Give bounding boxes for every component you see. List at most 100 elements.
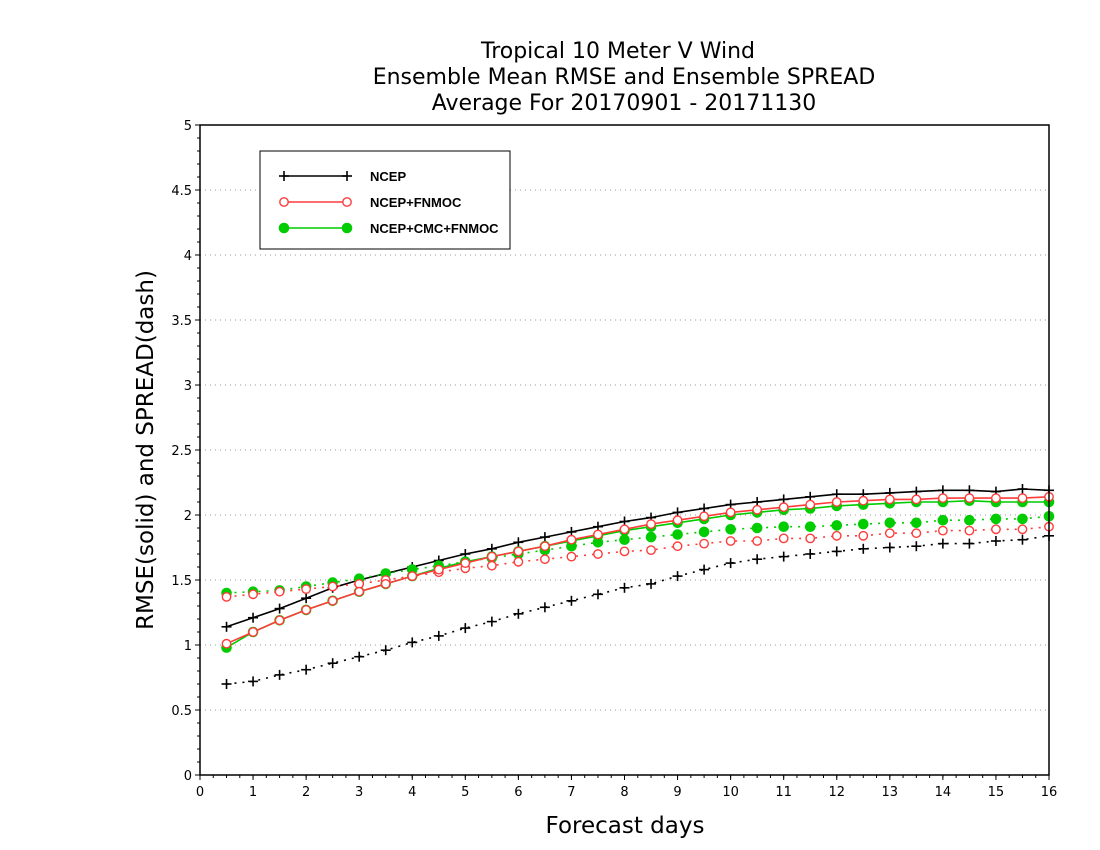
rmse-point (301, 605, 312, 615)
y-axis-label: RMSE(solid) and SPREAD(dash) (133, 270, 159, 630)
y-tick-label: 4 (184, 249, 192, 264)
rmse-point (433, 564, 444, 575)
rmse-point (354, 586, 365, 597)
spread-point (327, 581, 338, 592)
spread-point (433, 630, 444, 641)
x-tick-label: 0 (196, 785, 204, 800)
y-tick-label: 1.5 (171, 574, 192, 589)
x-tick-label: 9 (673, 785, 681, 800)
y-tick-label: 5 (184, 119, 192, 134)
spread-point (248, 676, 259, 687)
spread-point (831, 546, 842, 557)
series-layer (221, 484, 1055, 689)
x-tick-label: 5 (461, 785, 469, 800)
legend-marker (278, 222, 290, 234)
spread-point (407, 637, 418, 648)
x-tick-label: 15 (988, 785, 1005, 800)
rmse-point (566, 534, 577, 545)
rmse-line (226, 488, 1050, 628)
spread-point (911, 541, 922, 552)
x-tick-label: 7 (567, 785, 575, 800)
spread-point (645, 531, 657, 543)
y-tick-label: 0 (184, 769, 192, 784)
rmse-point (1017, 493, 1028, 503)
rmse-point (964, 493, 975, 503)
rmse-point (991, 493, 1001, 503)
spread-point (699, 538, 709, 549)
x-tick-label: 6 (514, 785, 522, 800)
spread-point (752, 554, 763, 565)
spread-point (646, 545, 656, 555)
rmse-point (593, 529, 603, 540)
rmse-point (407, 571, 418, 581)
legend-item: NCEP (279, 169, 406, 184)
spread-point (857, 518, 869, 530)
rmse-point (672, 515, 683, 526)
spread-point (858, 530, 869, 541)
spread-point (301, 584, 312, 594)
spread-point (248, 589, 258, 600)
rmse-point (699, 511, 709, 522)
spread-point (725, 536, 736, 546)
spread-point (990, 536, 1001, 546)
y-tick-label: 1 (184, 639, 192, 654)
spread-point (539, 602, 550, 613)
axis-ticks: 00.511.522.533.544.550 1 2 3 4 5 6 7 8 9 10 11 12 13 1… (171, 119, 1057, 800)
spread-point (274, 586, 285, 597)
spread-point (831, 530, 842, 541)
legend-label: NCEP+CMC+FNMOC (370, 221, 499, 236)
spread-point (221, 592, 232, 602)
spread-point (619, 546, 630, 557)
spread-point (566, 551, 577, 562)
rmse-point (513, 537, 524, 548)
spread-point (778, 533, 789, 544)
spread-point (937, 538, 948, 549)
spread-point (672, 571, 683, 582)
rmse-point (858, 495, 869, 506)
legend-box (259, 150, 511, 250)
spread-point (1017, 524, 1028, 535)
y-tick-label: 4.5 (171, 184, 192, 199)
rmse-point (646, 519, 656, 529)
rmse-point (539, 532, 550, 543)
legend-marker (279, 197, 289, 207)
spread-point (858, 543, 869, 554)
x-tick-label: 11 (775, 785, 792, 800)
spread-point (646, 578, 657, 589)
rmse-point (248, 612, 259, 623)
series-NCEP+FNMOC (221, 491, 1054, 649)
x-tick-label: 16 (1041, 785, 1058, 800)
spread-point (593, 549, 603, 559)
y-tick-label: 2.5 (171, 444, 192, 459)
spread-point (486, 560, 497, 571)
spread-point (540, 554, 550, 565)
rmse-point (831, 497, 842, 507)
series-NCEP (221, 484, 1054, 689)
chart-title-line-1: Tropical 10 Meter V Wind (480, 39, 755, 64)
spread-point (672, 541, 683, 552)
spread-point (619, 582, 630, 593)
spread-point (937, 514, 949, 526)
rmse-point (725, 507, 736, 518)
spread-point (672, 529, 683, 540)
spread-point (805, 549, 816, 559)
legend-item: NCEP+CMC+FNMOC (278, 221, 499, 236)
legend-marker (342, 171, 352, 181)
spread-point (566, 595, 577, 606)
legend-marker (342, 197, 352, 207)
spread-point (911, 528, 922, 539)
spread-point (884, 542, 895, 553)
spread-point (619, 534, 630, 546)
x-axis-label: Forecast days (546, 813, 705, 839)
spread-point (964, 538, 975, 549)
spread-point (301, 664, 312, 675)
spread-point (805, 533, 816, 544)
x-tick-label: 4 (408, 785, 416, 800)
chart-title-line-3: Average For 20170901 - 20171130 (432, 91, 817, 116)
spread-point (937, 525, 948, 536)
x-tick-label: 13 (882, 785, 899, 800)
spread-point (592, 589, 603, 600)
rmse-point (884, 494, 895, 505)
y-tick-label: 0.5 (171, 704, 192, 719)
spread-point (327, 658, 338, 669)
